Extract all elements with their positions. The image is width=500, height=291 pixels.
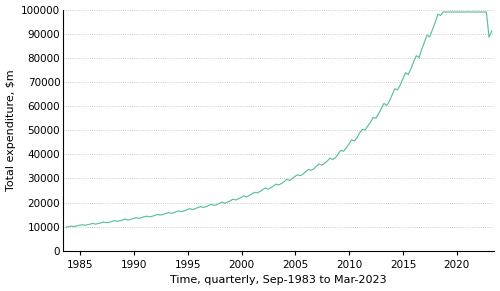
Y-axis label: Total expenditure, $m: Total expenditure, $m (6, 69, 16, 191)
X-axis label: Time, quarterly, Sep-1983 to Mar-2023: Time, quarterly, Sep-1983 to Mar-2023 (170, 276, 387, 285)
